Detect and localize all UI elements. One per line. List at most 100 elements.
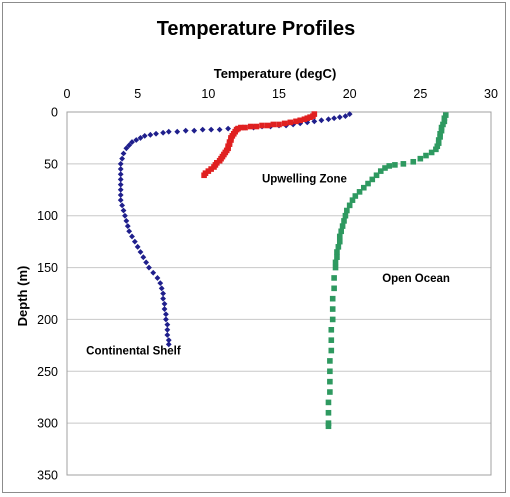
data-point xyxy=(434,143,441,150)
data-point xyxy=(133,137,140,143)
data-point xyxy=(160,295,167,302)
data-point xyxy=(201,172,207,179)
data-point xyxy=(342,113,349,120)
data-point xyxy=(304,115,311,122)
data-point xyxy=(304,119,311,126)
data-point xyxy=(123,145,130,152)
data-point xyxy=(122,212,128,219)
data-point xyxy=(331,275,337,281)
data-point xyxy=(129,233,135,240)
data-point xyxy=(441,115,448,122)
series-continental-shelf xyxy=(117,111,353,348)
data-point xyxy=(332,264,339,271)
data-point xyxy=(208,166,214,172)
data-point xyxy=(242,124,248,131)
data-point xyxy=(369,176,376,183)
data-point xyxy=(336,233,343,240)
data-point xyxy=(216,157,223,164)
data-point xyxy=(329,295,336,302)
data-point xyxy=(117,176,124,183)
x-tick-label: 0 xyxy=(64,87,71,101)
data-point xyxy=(293,118,299,125)
data-point xyxy=(163,316,169,323)
data-point xyxy=(164,321,171,328)
data-point xyxy=(328,337,335,343)
data-point xyxy=(356,189,363,195)
data-point xyxy=(377,168,384,174)
series-annotation: Continental Shelf xyxy=(86,346,181,358)
data-point xyxy=(120,150,127,157)
data-point xyxy=(442,112,449,118)
data-point xyxy=(117,192,124,198)
data-point xyxy=(129,139,135,145)
data-point xyxy=(334,249,340,255)
y-axis-title: Depth (m) xyxy=(15,266,30,327)
data-point xyxy=(331,285,337,292)
data-point xyxy=(334,254,340,260)
data-point xyxy=(259,122,265,129)
data-point xyxy=(335,244,342,250)
y-tick-label: 0 xyxy=(51,106,58,120)
data-point xyxy=(182,127,189,134)
data-point xyxy=(392,162,398,168)
data-point xyxy=(344,207,350,214)
data-point xyxy=(440,121,446,128)
data-point xyxy=(174,128,181,135)
data-point xyxy=(336,114,343,121)
data-point xyxy=(216,126,223,133)
data-point xyxy=(328,347,335,354)
data-point xyxy=(400,161,407,167)
data-point xyxy=(134,243,141,250)
data-point xyxy=(131,238,138,245)
data-point xyxy=(153,130,159,137)
data-point xyxy=(417,155,424,162)
x-tick-label: 15 xyxy=(272,87,286,101)
data-point xyxy=(438,124,445,131)
data-point xyxy=(437,130,443,137)
data-point xyxy=(336,238,343,245)
data-point xyxy=(211,164,217,170)
data-point xyxy=(327,358,333,364)
data-point xyxy=(117,171,124,178)
data-point xyxy=(208,126,215,133)
data-point xyxy=(146,264,152,271)
data-point xyxy=(126,228,133,235)
y-tick-label: 50 xyxy=(44,157,58,171)
data-point xyxy=(410,158,417,165)
data-point xyxy=(342,212,349,219)
data-point xyxy=(307,114,313,120)
axis-layer: 0 50 100 150 200 250 300 350 0 5 10 15 20 25 30 xyxy=(37,87,498,483)
data-point xyxy=(365,180,371,187)
data-point xyxy=(117,160,124,167)
data-point xyxy=(346,202,353,209)
data-point xyxy=(165,337,172,344)
data-point xyxy=(270,121,277,128)
data-point xyxy=(117,166,124,172)
data-point xyxy=(123,218,130,224)
data-point xyxy=(117,197,124,204)
data-point xyxy=(158,285,165,292)
series-open-ocean xyxy=(325,112,449,430)
data-point xyxy=(352,193,359,199)
data-point xyxy=(329,306,336,312)
data-point xyxy=(437,134,443,140)
data-point xyxy=(329,316,336,323)
series-annotation: Open Ocean xyxy=(382,273,450,285)
data-point xyxy=(423,152,429,159)
data-point xyxy=(310,113,316,119)
data-point xyxy=(165,341,172,348)
data-point xyxy=(325,420,332,426)
data-point xyxy=(441,118,448,125)
chart-frame xyxy=(2,2,506,493)
data-point xyxy=(297,117,303,124)
data-point xyxy=(165,128,172,135)
data-point xyxy=(339,223,346,229)
data-point xyxy=(199,126,206,133)
data-point xyxy=(120,207,127,214)
y-tick-label: 200 xyxy=(37,313,58,327)
data-point xyxy=(327,378,333,385)
data-point xyxy=(119,155,126,162)
data-point xyxy=(325,399,332,406)
data-point xyxy=(225,125,232,132)
data-point xyxy=(386,163,393,169)
